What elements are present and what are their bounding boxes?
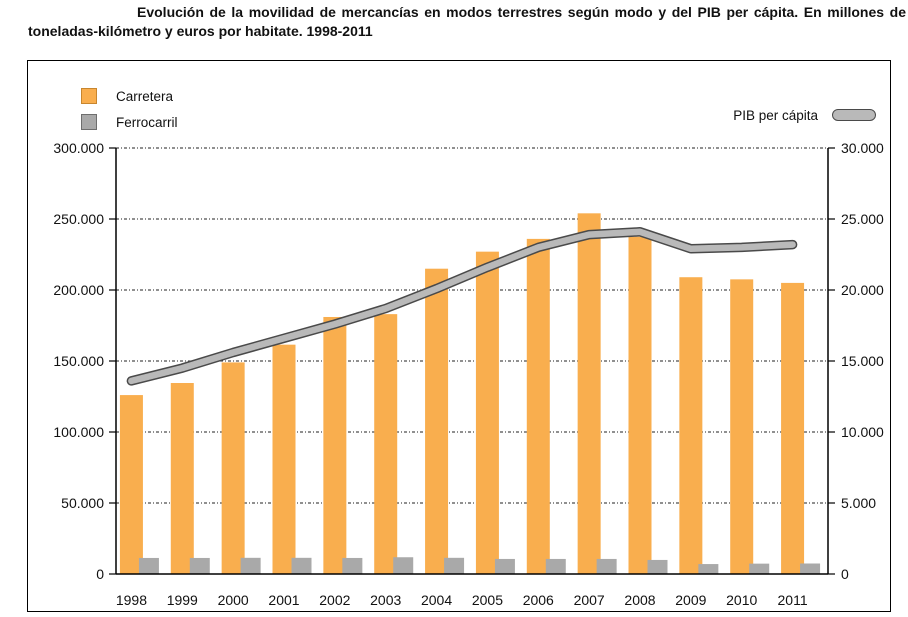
x-label-2003: 2003 (370, 592, 401, 608)
bar-carretera-2003 (374, 314, 398, 574)
bar-carretera-2010 (730, 279, 754, 574)
bar-ferrocarril-1999 (189, 557, 210, 574)
bar-ferrocarril-2000 (240, 557, 261, 574)
bar-carretera-2001 (272, 344, 296, 574)
x-label-2009: 2009 (675, 592, 706, 608)
bar-ferrocarril-2008 (647, 559, 668, 574)
bar-ferrocarril-2003 (393, 557, 414, 574)
left-axis-tick-label: 250.000 (53, 211, 104, 227)
figure-box: 0 50.000 100.000 150.000 200.000 250.000 300.0… (27, 60, 891, 612)
legend-item-carretera: Carretera (81, 83, 178, 109)
right-axis-tick-label: 30.000 (841, 140, 884, 156)
bar-carretera-2011 (781, 282, 805, 574)
x-label-1998: 1998 (116, 592, 147, 608)
legend-item-ferrocarril: Ferrocarril (81, 109, 178, 135)
right-axis-tick-label: 0 (841, 566, 849, 582)
bar-carretera-2005 (475, 251, 499, 574)
right-axis-tick-label: 20.000 (841, 282, 884, 298)
left-axis-tick-label: 50.000 (61, 495, 104, 511)
bar-carretera-2000 (221, 362, 245, 574)
x-label-2001: 2001 (268, 592, 299, 608)
chart-title: Evolución de la movilidad de mercancías … (28, 4, 906, 39)
bar-carretera-2009 (679, 277, 703, 574)
x-label-2011: 2011 (778, 592, 808, 608)
x-label-2007: 2007 (574, 592, 605, 608)
x-label-2000: 2000 (218, 592, 249, 608)
legend-label-ferrocarril: Ferrocarril (116, 114, 178, 130)
bar-carretera-1998 (119, 395, 143, 574)
x-label-1999: 1999 (167, 592, 198, 608)
left-axis-tick-label: 0 (96, 566, 104, 582)
bar-carretera-2006 (526, 238, 550, 574)
left-axis-tick-label: 100.000 (53, 424, 104, 440)
bar-ferrocarril-2006 (545, 558, 566, 574)
legend-label-carretera: Carretera (116, 88, 174, 104)
x-label-2002: 2002 (319, 592, 350, 608)
bar-ferrocarril-2004 (444, 557, 465, 574)
bar-ferrocarril-2005 (494, 558, 515, 574)
left-axis-tick-label: 200.000 (53, 282, 104, 298)
left-axis-tick-label: 150.000 (53, 353, 104, 369)
bar-carretera-2004 (425, 268, 449, 574)
x-label-2006: 2006 (523, 592, 554, 608)
bar-ferrocarril-2001 (291, 557, 312, 574)
bar-carretera-2002 (323, 316, 347, 574)
bar-ferrocarril-2007 (596, 558, 617, 574)
x-label-2008: 2008 (624, 592, 655, 608)
bar-carretera-2008 (628, 236, 652, 574)
x-label-2010: 2010 (726, 592, 757, 608)
bar-ferrocarril-2011 (800, 563, 821, 574)
right-axis-tick-label: 25.000 (841, 211, 884, 227)
carretera-swatch-icon (81, 88, 97, 104)
right-axis-tick-label: 15.000 (841, 353, 884, 369)
pib-line-swatch-icon (832, 109, 876, 121)
x-label-2005: 2005 (472, 592, 503, 608)
chart-plot: 0 50.000 100.000 150.000 200.000 250.000 300.0… (53, 140, 884, 608)
left-axis-tick-label: 300.000 (53, 140, 104, 156)
right-axis-tick-label: 5.000 (841, 495, 876, 511)
bar-ferrocarril-2002 (342, 557, 363, 574)
right-axis-tick-label: 10.000 (841, 424, 884, 440)
pib-line (128, 228, 796, 385)
bar-ferrocarril-1998 (138, 557, 159, 574)
bar-carretera-2007 (577, 213, 601, 574)
legend-bars: Carretera Ferrocarril (81, 83, 178, 135)
ferrocarril-swatch-icon (81, 114, 97, 130)
legend-label-pib: PIB per cápita (733, 107, 818, 123)
bar-ferrocarril-2009 (698, 564, 719, 574)
bar-ferrocarril-2010 (749, 563, 770, 574)
legend-pib: PIB per cápita (733, 105, 876, 125)
bar-carretera-1999 (170, 383, 194, 574)
x-label-2004: 2004 (421, 592, 452, 608)
